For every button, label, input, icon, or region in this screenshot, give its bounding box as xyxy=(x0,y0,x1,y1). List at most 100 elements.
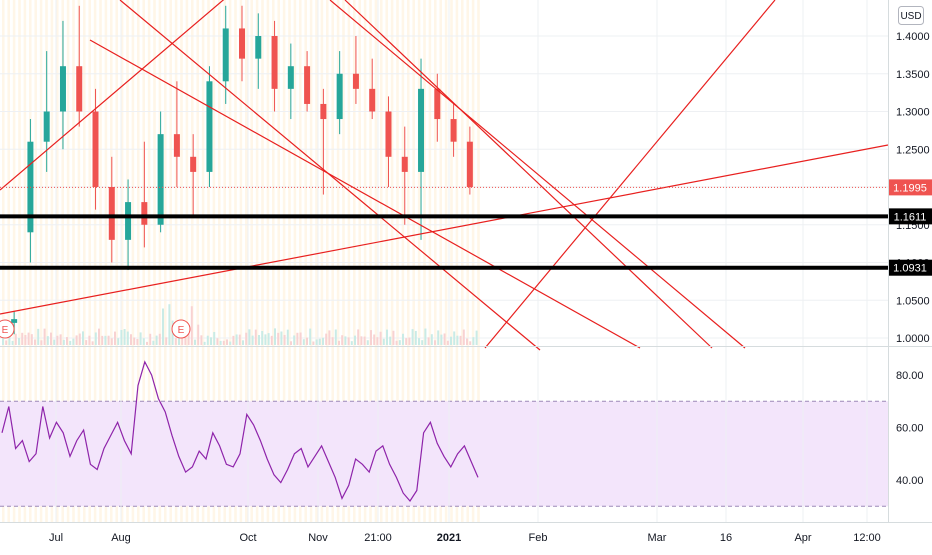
session-stripe xyxy=(223,0,226,522)
candle[interactable] xyxy=(141,141,148,248)
trend-line[interactable] xyxy=(329,0,746,349)
candle[interactable] xyxy=(434,73,441,142)
trend-line[interactable] xyxy=(484,0,776,349)
trend-lines[interactable] xyxy=(0,0,889,351)
time-tick-label: 12:00 xyxy=(853,532,881,544)
volume-bar xyxy=(318,338,321,345)
earnings-marker[interactable]: E xyxy=(171,319,191,339)
time-tick-label: Apr xyxy=(794,532,811,544)
rsi-indicator[interactable] xyxy=(1,360,479,502)
volume-bar xyxy=(344,336,347,345)
currency-button[interactable]: USD xyxy=(898,6,924,25)
candle[interactable] xyxy=(287,43,294,120)
volume-bar xyxy=(280,331,283,345)
price-tick-label: 1.0000 xyxy=(896,333,930,345)
session-stripe xyxy=(218,0,221,522)
candle[interactable] xyxy=(76,5,83,127)
volume-bar xyxy=(328,330,331,345)
candle[interactable] xyxy=(271,20,278,112)
volume-bar xyxy=(338,340,340,345)
session-stripe xyxy=(207,0,210,522)
session-stripe xyxy=(250,0,253,522)
session-stripe xyxy=(77,0,81,522)
candle[interactable] xyxy=(304,51,311,112)
volume-bar xyxy=(149,333,152,345)
time-tick-label: Oct xyxy=(239,532,256,544)
session-stripe xyxy=(131,0,135,522)
candle[interactable] xyxy=(418,58,425,240)
session-stripe xyxy=(245,0,248,522)
session-stripe xyxy=(358,0,361,522)
candle-body xyxy=(141,202,148,225)
candle[interactable] xyxy=(157,111,164,233)
candle-body xyxy=(206,81,213,172)
candle[interactable] xyxy=(173,81,180,187)
time-axis[interactable]: Jul Aug Oct Nov 21:00 2021 Feb Mar 16 Apr 12:00 xyxy=(49,532,881,544)
session-stripe xyxy=(169,0,172,522)
volume-bar xyxy=(267,333,270,345)
trend-line[interactable] xyxy=(344,0,713,349)
volume-bar xyxy=(376,337,379,345)
candle[interactable] xyxy=(320,88,327,195)
candle[interactable] xyxy=(385,96,392,187)
volume-bar xyxy=(88,335,91,345)
session-stripe xyxy=(164,0,167,522)
trend-line[interactable] xyxy=(0,0,235,191)
session-stripe xyxy=(147,0,151,522)
candle[interactable] xyxy=(369,58,376,120)
candle[interactable] xyxy=(125,179,132,271)
volume-bar xyxy=(18,338,20,345)
volume-bar xyxy=(62,339,65,345)
earnings-marker[interactable]: E xyxy=(0,319,15,339)
volume-bar xyxy=(315,339,318,345)
candle[interactable] xyxy=(336,51,343,135)
volume-bar xyxy=(69,340,72,345)
session-stripe xyxy=(158,0,162,522)
candle[interactable] xyxy=(59,20,66,150)
rsi-axis[interactable]: 80.00 60.00 40.00 xyxy=(896,370,924,487)
candle[interactable] xyxy=(43,51,50,172)
volume-bar xyxy=(475,330,478,345)
candle[interactable] xyxy=(108,156,115,263)
horizontal-levels[interactable] xyxy=(0,214,888,270)
volume-bar xyxy=(229,341,232,345)
candle[interactable] xyxy=(401,126,408,225)
session-stripe xyxy=(45,0,48,522)
volume-bar xyxy=(430,334,433,345)
candle[interactable] xyxy=(190,134,197,218)
grid xyxy=(0,0,888,522)
volume-bar xyxy=(75,335,78,345)
session-stripe xyxy=(12,0,16,522)
candle[interactable] xyxy=(255,13,262,89)
candle[interactable] xyxy=(239,5,245,82)
trend-line[interactable] xyxy=(0,144,889,315)
time-tick-label: Nov xyxy=(308,532,328,544)
volume-bar xyxy=(392,330,395,345)
rsi-line[interactable] xyxy=(1,360,479,502)
candle[interactable] xyxy=(450,103,457,157)
volume-bar xyxy=(213,331,216,345)
volume-bar xyxy=(395,340,398,345)
candlesticks[interactable] xyxy=(11,5,473,335)
trend-line[interactable] xyxy=(89,39,641,349)
volume-bar xyxy=(290,341,292,345)
candle-body xyxy=(108,187,115,240)
candle[interactable] xyxy=(206,66,213,187)
session-stripe xyxy=(347,0,351,522)
volume-bar xyxy=(219,340,222,345)
volume-bar xyxy=(379,331,382,345)
volume-bar xyxy=(139,332,142,345)
candle[interactable] xyxy=(352,36,359,104)
volume-bar xyxy=(373,334,376,345)
price-tick-label: 1.2500 xyxy=(896,144,930,156)
candle[interactable] xyxy=(466,126,473,195)
session-stripe xyxy=(93,0,97,522)
session-stripe xyxy=(174,0,178,522)
session-stripe xyxy=(385,0,388,522)
candle-body xyxy=(255,36,262,59)
session-stripe xyxy=(293,0,297,522)
session-stripe xyxy=(331,0,334,522)
